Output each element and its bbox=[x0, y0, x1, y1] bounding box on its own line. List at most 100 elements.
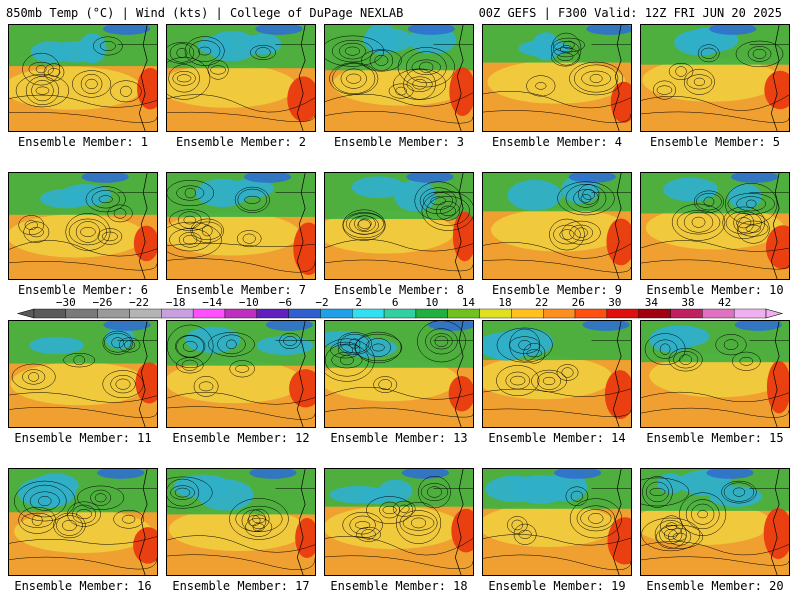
colorbar-tick-label: 18 bbox=[498, 296, 511, 309]
colorbar-segment bbox=[192, 308, 226, 319]
temperature-map bbox=[641, 173, 789, 279]
colorbar-tick-label: 6 bbox=[392, 296, 399, 309]
colorbar-tick-label: −22 bbox=[129, 296, 149, 309]
colorbar-tick-label: 30 bbox=[608, 296, 621, 309]
colorbar-tick-label: −2 bbox=[315, 296, 328, 309]
colorbar-segment bbox=[161, 308, 194, 319]
temperature-map bbox=[9, 25, 157, 131]
ensemble-member-label: Ensemble Member: 15 bbox=[646, 431, 784, 445]
colorbar-segment bbox=[129, 308, 162, 319]
ensemble-map-panel bbox=[166, 468, 316, 576]
ensemble-member-label: Ensemble Member: 7 bbox=[175, 283, 307, 297]
colorbar-segment bbox=[606, 308, 639, 319]
ensemble-member-label: Ensemble Member: 2 bbox=[175, 135, 307, 149]
ensemble-map-panel bbox=[324, 172, 474, 280]
ensemble-map-panel bbox=[482, 172, 632, 280]
temperature-map bbox=[483, 321, 631, 427]
ensemble-member-label: Ensemble Member: 18 bbox=[330, 579, 468, 593]
temperature-map bbox=[641, 469, 789, 575]
temperature-map bbox=[325, 321, 473, 427]
colorbar-tick-label: −10 bbox=[239, 296, 259, 309]
colorbar-tick-label: −26 bbox=[92, 296, 112, 309]
ensemble-member-label: Ensemble Member: 5 bbox=[649, 135, 781, 149]
colorbar-segment bbox=[574, 308, 608, 319]
temperature-map bbox=[167, 25, 315, 131]
ensemble-map-panel bbox=[324, 320, 474, 428]
colorbar-segment bbox=[224, 308, 257, 319]
colorbar-tick-label: 38 bbox=[681, 296, 694, 309]
ensemble-member-label: Ensemble Member: 8 bbox=[333, 283, 465, 297]
ensemble-member-label: Ensemble Member: 9 bbox=[491, 283, 623, 297]
temperature-colorbar: −30 −26 −22 −18 −14 −10 −6 −2 2 6 10 14 18 22 26 30 34 38… bbox=[10, 296, 790, 322]
colorbar-segment bbox=[352, 308, 385, 319]
temperature-map bbox=[483, 173, 631, 279]
colorbar-segment bbox=[288, 308, 321, 319]
ensemble-map-panel bbox=[482, 320, 632, 428]
ensemble-map-panel bbox=[8, 468, 158, 576]
temperature-map bbox=[325, 469, 473, 575]
colorbar-tick-label: 2 bbox=[355, 296, 362, 309]
colorbar-segment bbox=[33, 308, 67, 319]
colorbar-segment bbox=[479, 308, 512, 319]
colorbar-segment bbox=[415, 308, 448, 319]
colorbar-segment bbox=[256, 308, 289, 319]
ensemble-map-panel bbox=[640, 468, 790, 576]
colorbar-segment bbox=[447, 308, 480, 319]
ensemble-member-label: Ensemble Member: 3 bbox=[333, 135, 465, 149]
ensemble-member-label: Ensemble Member: 13 bbox=[330, 431, 468, 445]
temperature-map bbox=[325, 173, 473, 279]
temperature-map bbox=[641, 25, 789, 131]
colorbar-segment bbox=[65, 308, 98, 319]
ensemble-member-label: Ensemble Member: 6 bbox=[17, 283, 149, 297]
colorbar-tick-label: 22 bbox=[535, 296, 548, 309]
colorbar-segment bbox=[733, 308, 767, 319]
colorbar-tick-label: 42 bbox=[718, 296, 731, 309]
ensemble-map-panel bbox=[640, 320, 790, 428]
colorbar-max-arrow bbox=[765, 308, 784, 319]
ensemble-map-panel bbox=[166, 24, 316, 132]
ensemble-map-panel bbox=[640, 172, 790, 280]
colorbar-segment bbox=[383, 308, 417, 319]
ensemble-map-panel bbox=[324, 468, 474, 576]
colorbar-segment bbox=[320, 308, 353, 319]
ensemble-map-panel bbox=[8, 24, 158, 132]
colorbar-segment bbox=[511, 308, 544, 319]
colorbar-segment bbox=[702, 308, 735, 319]
colorbar-segment bbox=[97, 308, 130, 319]
ensemble-member-label: Ensemble Member: 14 bbox=[488, 431, 626, 445]
temperature-map bbox=[483, 469, 631, 575]
temperature-map bbox=[9, 469, 157, 575]
colorbar-tick-label: −18 bbox=[166, 296, 186, 309]
ensemble-map-panel bbox=[166, 320, 316, 428]
ensemble-map-panel bbox=[8, 320, 158, 428]
ensemble-member-label: Ensemble Member: 1 bbox=[17, 135, 149, 149]
ensemble-member-label: Ensemble Member: 4 bbox=[491, 135, 623, 149]
run-valid-time: 00Z GEFS | F300 Valid: 12Z FRI JUN 20 20… bbox=[478, 6, 782, 20]
chart-title: 850mb Temp (°C) | Wind (kts) | College o… bbox=[6, 6, 404, 20]
temperature-map bbox=[483, 25, 631, 131]
ensemble-map-panel bbox=[482, 24, 632, 132]
ensemble-member-label: Ensemble Member: 10 bbox=[646, 283, 784, 297]
colorbar-tick-label: 34 bbox=[645, 296, 659, 309]
ensemble-member-label: Ensemble Member: 20 bbox=[646, 579, 784, 593]
colorbar-segment bbox=[638, 308, 671, 319]
temperature-map bbox=[9, 321, 157, 427]
colorbar-min-arrow bbox=[16, 308, 35, 319]
ensemble-map-panel bbox=[640, 24, 790, 132]
colorbar-tick-label: −6 bbox=[279, 296, 292, 309]
colorbar-tick-label: 14 bbox=[462, 296, 476, 309]
ensemble-member-label: Ensemble Member: 11 bbox=[14, 431, 152, 445]
ensemble-member-label: Ensemble Member: 16 bbox=[14, 579, 152, 593]
temperature-map bbox=[167, 469, 315, 575]
colorbar-tick-label: 10 bbox=[425, 296, 438, 309]
colorbar-tick-label: −30 bbox=[56, 296, 76, 309]
ensemble-member-label: Ensemble Member: 12 bbox=[172, 431, 310, 445]
temperature-map bbox=[9, 173, 157, 279]
temperature-map bbox=[325, 25, 473, 131]
temperature-map bbox=[167, 173, 315, 279]
ensemble-member-label: Ensemble Member: 17 bbox=[172, 579, 310, 593]
colorbar-tick-label: −14 bbox=[202, 296, 222, 309]
colorbar-segment bbox=[670, 308, 703, 319]
ensemble-member-label: Ensemble Member: 19 bbox=[488, 579, 626, 593]
ensemble-map-panel bbox=[324, 24, 474, 132]
